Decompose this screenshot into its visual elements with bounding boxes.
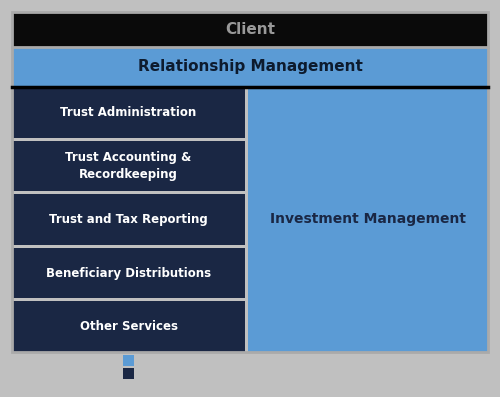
Bar xyxy=(12,301,245,352)
Text: Trust Administration: Trust Administration xyxy=(60,106,196,119)
Bar xyxy=(12,141,245,191)
Bar xyxy=(123,355,134,366)
Bar xyxy=(248,87,488,352)
Bar xyxy=(123,368,134,379)
Text: Relationship Management: Relationship Management xyxy=(138,60,362,75)
Bar xyxy=(12,12,488,352)
Text: Client: Client xyxy=(225,22,275,37)
Bar xyxy=(12,87,245,138)
Text: Trust and Tax Reporting: Trust and Tax Reporting xyxy=(49,213,208,226)
Text: Beneficiary Distributions: Beneficiary Distributions xyxy=(46,267,211,279)
Bar xyxy=(12,248,245,299)
Bar xyxy=(12,194,245,245)
Text: Other Services: Other Services xyxy=(80,320,178,333)
Bar xyxy=(12,47,488,87)
Text: Trust Accounting &
Recordkeeping: Trust Accounting & Recordkeeping xyxy=(66,151,192,181)
Text: Investment Management: Investment Management xyxy=(270,212,466,227)
Bar xyxy=(12,12,488,47)
